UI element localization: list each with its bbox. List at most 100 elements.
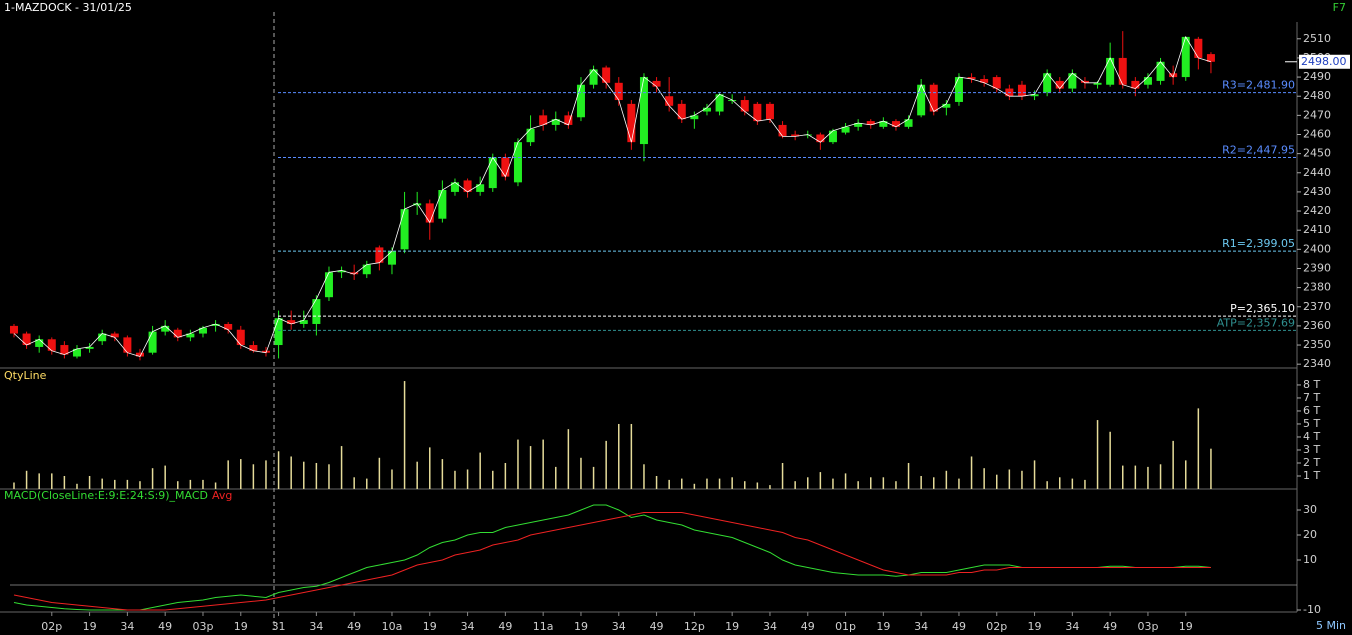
candle-body xyxy=(702,107,711,112)
x-tick-label: 03p xyxy=(192,620,213,633)
candle-body xyxy=(728,100,737,102)
volume-bar xyxy=(63,475,66,489)
candle-body xyxy=(551,119,560,125)
y-tick-label: 3 T xyxy=(1303,443,1320,456)
candle-body xyxy=(665,96,674,106)
y-tick-label: 2450 xyxy=(1303,147,1331,160)
volume-bar xyxy=(895,481,897,489)
pivot-label: R2=2,447.95 xyxy=(1222,144,1295,157)
candle-body xyxy=(602,67,611,83)
candle-body xyxy=(161,325,170,332)
candle-body xyxy=(236,329,245,346)
pivot-label: R1=2,399.05 xyxy=(1222,237,1295,250)
candle-body xyxy=(362,264,371,275)
x-tick-label: 19 xyxy=(876,620,890,633)
candle-body xyxy=(778,124,787,137)
volume-bar xyxy=(693,483,696,489)
y-tick-label: 1 T xyxy=(1303,469,1320,482)
volume-bar xyxy=(76,483,78,489)
x-tick-label: 02p xyxy=(41,620,62,633)
volume-bar xyxy=(580,457,582,489)
volume-bar xyxy=(996,474,998,489)
candle-body xyxy=(627,103,636,143)
x-tick-label: 03p xyxy=(1137,620,1158,633)
y-tick-label: 2370 xyxy=(1303,300,1331,313)
candle-body xyxy=(1106,57,1115,85)
candle-body xyxy=(387,251,396,265)
volume-bar xyxy=(1172,440,1174,489)
legend-entry: Avg xyxy=(212,489,232,502)
volume-bar xyxy=(567,429,570,489)
volume-bar xyxy=(630,423,633,489)
volume-bar xyxy=(844,473,847,489)
candle-body xyxy=(249,345,258,351)
candle-body xyxy=(1118,57,1127,85)
volume-bar xyxy=(151,468,154,489)
candle-body xyxy=(828,130,837,143)
volume-bar xyxy=(542,439,544,489)
volume-bar xyxy=(1197,408,1200,489)
candle-body xyxy=(866,121,875,125)
y-tick-label: 5 T xyxy=(1303,417,1320,430)
candle-body xyxy=(463,180,472,192)
candle-body xyxy=(425,203,434,223)
y-tick-label: 2510 xyxy=(1303,32,1331,45)
candle-body xyxy=(413,203,422,206)
volume-bar xyxy=(441,459,444,489)
candle-body xyxy=(854,123,863,127)
volume-bar xyxy=(1121,465,1124,489)
y-tick-label: 2460 xyxy=(1303,127,1331,140)
indicator-line xyxy=(13,504,1211,611)
candle-body xyxy=(841,126,850,133)
volume-bar xyxy=(139,481,141,489)
candle-body xyxy=(891,121,900,127)
x-tick-label: 19 xyxy=(725,620,739,633)
candle-body xyxy=(1068,73,1077,89)
pivot-label: R3=2,481.90 xyxy=(1222,79,1295,92)
x-tick-label: 34 xyxy=(461,620,475,633)
candle-body xyxy=(9,325,18,334)
candle-body xyxy=(1055,80,1064,89)
y-tick-label: -10 xyxy=(1303,603,1321,616)
volume-bar xyxy=(101,478,103,489)
volume-bar xyxy=(1059,477,1061,489)
x-tick-label: 01p xyxy=(835,620,856,633)
x-tick-label: 10a xyxy=(382,620,403,633)
x-tick-label: 49 xyxy=(952,620,966,633)
x-tick-label: 19 xyxy=(234,620,248,633)
volume-bar xyxy=(454,470,456,489)
candle-body xyxy=(287,320,296,324)
candle-body xyxy=(400,209,409,250)
candle-body xyxy=(135,352,144,357)
x-tick-label: 19 xyxy=(83,620,97,633)
candle-body xyxy=(1156,61,1165,81)
candle-body xyxy=(375,247,384,263)
volume-bar xyxy=(706,478,708,489)
volume-bar xyxy=(517,439,519,489)
volume-bar xyxy=(832,478,834,489)
candle-body xyxy=(1206,54,1215,62)
candle-body xyxy=(299,320,308,324)
volume-bar xyxy=(718,478,721,489)
candle-body xyxy=(564,115,573,125)
x-tick-label: 49 xyxy=(498,620,512,633)
candle-body xyxy=(1017,84,1026,97)
volume-bar xyxy=(340,446,343,489)
volume-bar xyxy=(240,459,242,489)
volume-bar xyxy=(970,456,973,489)
volume-bar xyxy=(416,461,418,489)
y-tick-label: 2490 xyxy=(1303,70,1331,83)
panel-title: QtyLine xyxy=(4,369,47,382)
volume-bar xyxy=(555,466,557,489)
candle-body xyxy=(677,103,686,120)
x-tick-label: 34 xyxy=(914,620,928,633)
candle-body xyxy=(652,80,661,87)
candle-body xyxy=(942,103,951,108)
volume-bar xyxy=(466,469,469,489)
volume-bar xyxy=(366,478,368,489)
volume-bar xyxy=(214,482,217,489)
close-line xyxy=(13,35,1212,357)
candle-body xyxy=(765,103,774,120)
